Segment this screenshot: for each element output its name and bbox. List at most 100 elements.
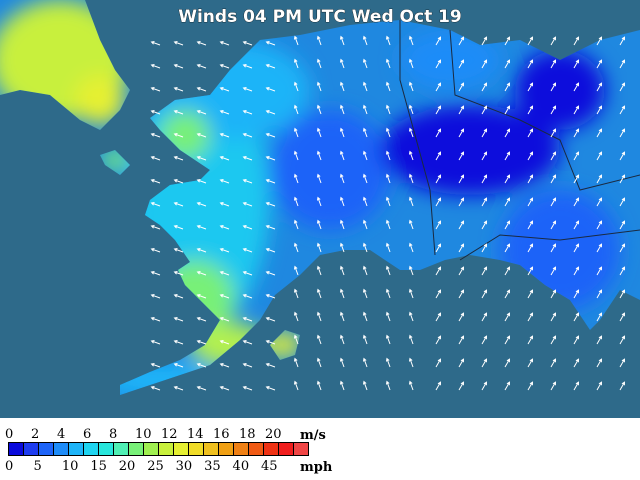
wind-arrow [385,127,391,138]
wind-arrow [173,224,184,230]
wind-arrow [550,289,557,299]
wind-arrow [435,289,442,299]
color-cell [128,442,144,456]
wind-arrow [219,224,230,230]
wind-arrow [504,197,511,207]
wind-arrow [596,197,603,207]
wind-arrow [408,104,414,115]
wind-arrow [196,339,207,345]
wind-arrow [481,197,488,207]
mph-tick-label: 0 [5,459,14,474]
wind-arrow [242,109,253,115]
wind-arrow [316,288,322,299]
wind-arrow [150,385,161,391]
color-cell [68,442,84,456]
wind-arrow [504,59,511,69]
wind-arrow [219,362,230,368]
wind-arrow [527,312,534,322]
wind-arrow [219,293,230,299]
wind-arrow [196,40,207,46]
wind-arrow [339,127,345,138]
wind-arrow [596,105,603,115]
wind-arrow [527,174,534,184]
wind-arrow [265,178,276,184]
wind-arrow [362,196,368,207]
wind-arrow [265,339,276,345]
wind-arrow [385,334,391,345]
wind-arrow [527,151,534,161]
wind-arrow [573,266,580,276]
wind-arrow [150,109,161,115]
wind-arrow [173,293,184,299]
wind-arrow [293,242,299,253]
wind-arrow [339,311,345,322]
wind-arrow [619,174,626,184]
wind-arrow [550,220,557,230]
wind-arrow [316,150,322,161]
wind-arrow [265,224,276,230]
wind-arrow [385,104,391,115]
wind-arrow [265,86,276,92]
wind-arrow [504,128,511,138]
ms-unit-label: m/s [300,428,326,443]
wind-arrow [550,105,557,115]
wind-arrow [339,196,345,207]
wind-arrow [596,381,603,391]
wind-arrow [550,36,557,46]
wind-arrow [173,362,184,368]
wind-arrow [385,150,391,161]
wind-arrow [339,357,345,368]
wind-arrow [458,289,465,299]
wind-arrow [316,334,322,345]
wind-arrow [619,289,626,299]
wind-arrow [596,243,603,253]
wind-arrow [362,311,368,322]
wind-arrow [573,82,580,92]
wind-arrow [458,128,465,138]
wind-arrow [550,128,557,138]
wind-arrow [435,220,442,230]
wind-arrow [550,335,557,345]
wind-arrow [481,335,488,345]
color-cell [143,442,159,456]
wind-arrow [504,82,511,92]
wind-arrow [527,335,534,345]
ms-tick-label: 18 [239,427,256,442]
wind-arrow [339,380,345,391]
wind-arrow [458,243,465,253]
wind-arrow [458,381,465,391]
wind-arrow [458,59,465,69]
wind-arrow [242,385,253,391]
ms-tick-label: 16 [213,427,230,442]
color-cell [263,442,279,456]
wind-arrow [408,242,414,253]
wind-arrow [339,58,345,69]
wind-arrow [481,381,488,391]
wind-arrow [339,219,345,230]
wind-arrow [619,197,626,207]
wind-arrow [596,335,603,345]
wind-arrow [527,36,534,46]
color-cell [53,442,69,456]
wind-arrow [242,316,253,322]
wind-arrow [619,128,626,138]
wind-arrow [550,266,557,276]
wind-arrow [316,58,322,69]
wind-arrow [316,265,322,276]
wind-arrow [196,109,207,115]
wind-arrow [362,242,368,253]
wind-arrow [242,178,253,184]
wind-arrow [362,288,368,299]
wind-arrow [435,128,442,138]
wind-arrow [458,151,465,161]
wind-arrow [362,173,368,184]
wind-arrow [573,335,580,345]
wind-arrow [293,35,299,46]
wind-arrow [385,380,391,391]
mph-tick-label: 45 [261,459,278,474]
wind-arrow [316,35,322,46]
wind-arrow [242,362,253,368]
wind-arrow [504,151,511,161]
wind-arrow [173,201,184,207]
wind-arrow [293,173,299,184]
